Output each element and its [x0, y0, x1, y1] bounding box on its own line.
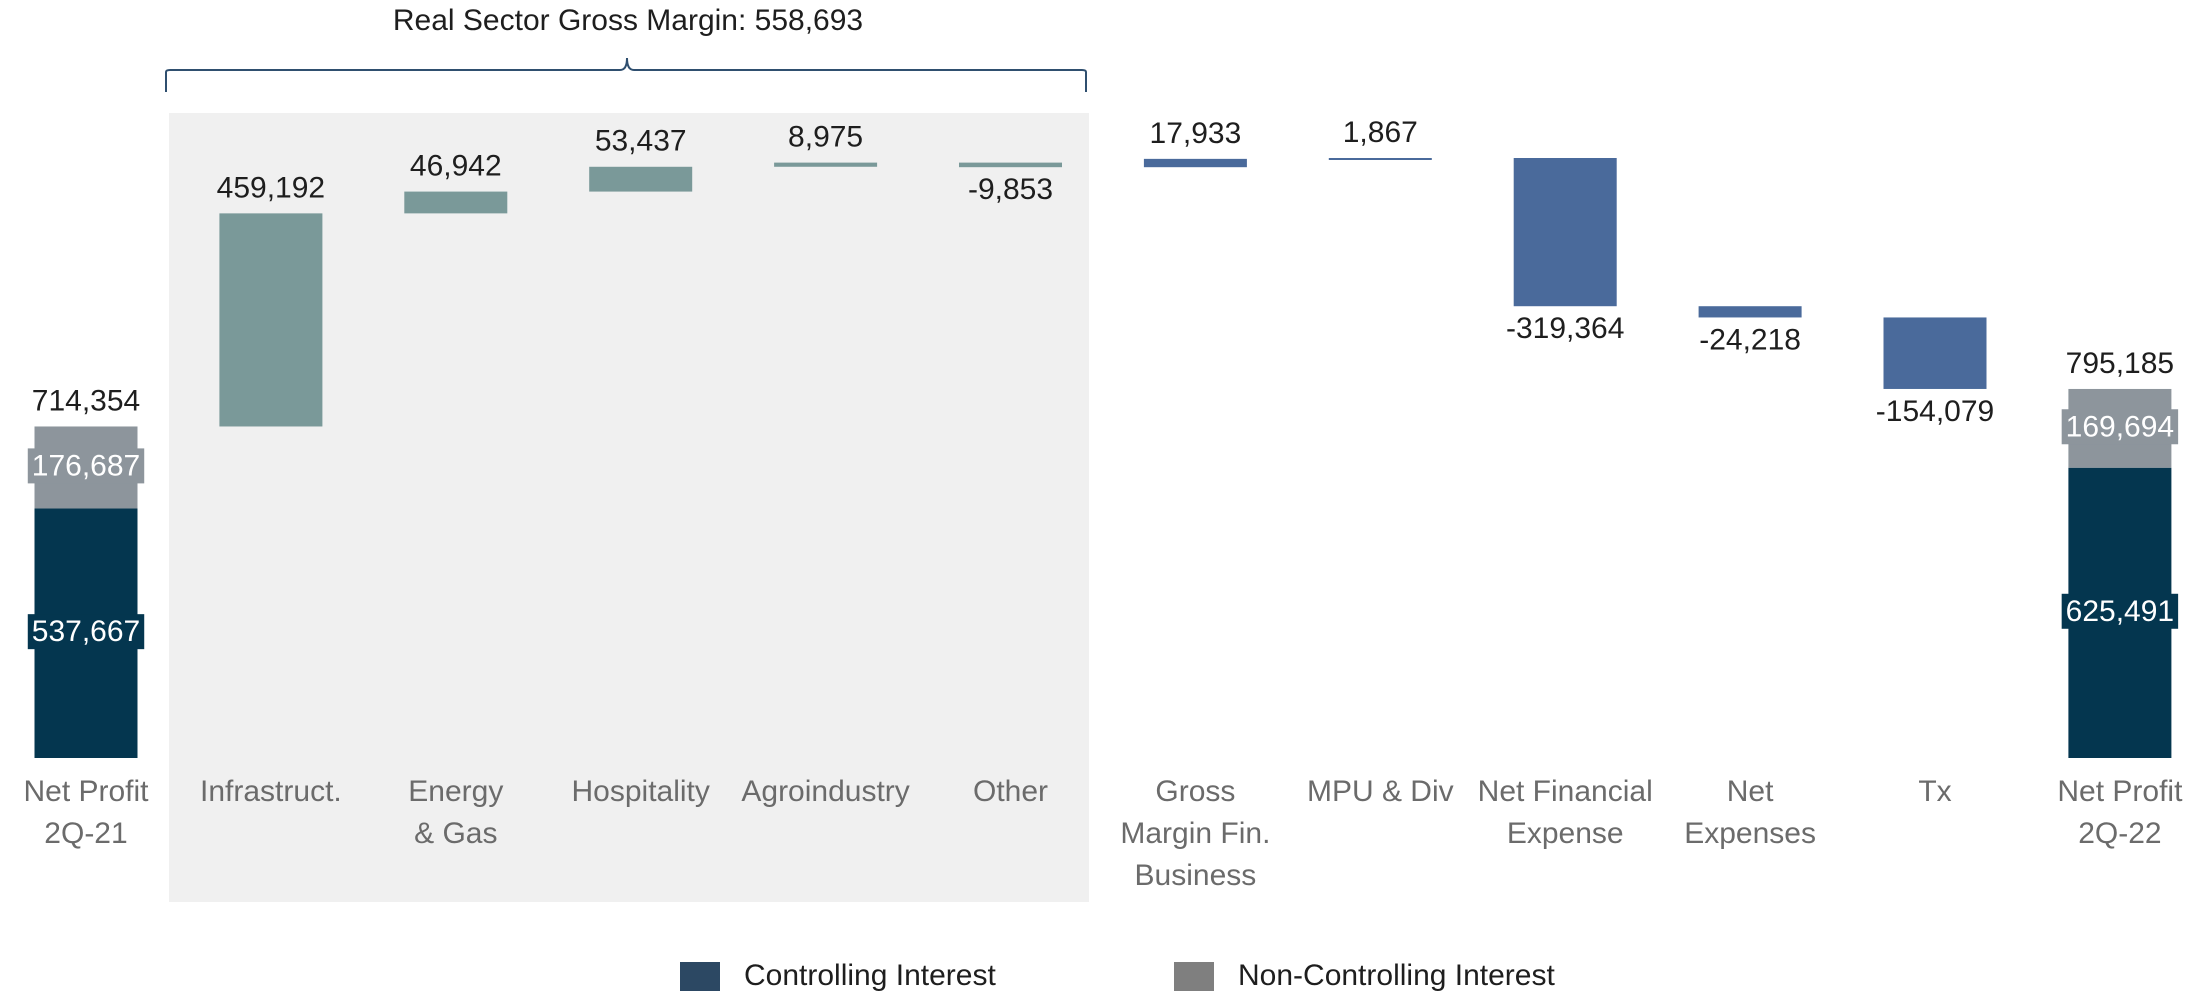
x-tick-label: Other: [973, 775, 1048, 808]
value-label: 1,867: [1343, 116, 1418, 149]
value-label: -24,218: [1699, 323, 1801, 356]
bar: [1328, 158, 1432, 160]
x-tick-label: 2Q-21: [44, 817, 127, 850]
bar: [774, 162, 878, 167]
bar: [959, 162, 1062, 168]
x-tick-label: Net Financial: [1478, 775, 1653, 808]
segment-label: 537,667: [32, 615, 140, 648]
segment-label: 625,491: [2066, 595, 2174, 628]
label-background: [2061, 409, 2179, 445]
bar: [1513, 158, 1617, 307]
group-brace: [165, 57, 1087, 92]
value-label: 46,942: [410, 150, 502, 183]
label-background: [27, 614, 145, 650]
legend-label: Controlling Interest: [744, 959, 996, 991]
x-tick-label: MPU & Div: [1307, 775, 1454, 808]
value-label: 17,933: [1150, 117, 1242, 150]
label-background: [27, 448, 145, 484]
bar: [1143, 158, 1247, 168]
label-background: [2061, 593, 2179, 629]
value-label: 459,192: [217, 171, 325, 204]
x-tick-label: Margin Fin.: [1120, 817, 1270, 850]
x-tick-label: Tx: [1918, 775, 1951, 808]
segment-label: 176,687: [32, 449, 140, 482]
value-label: -9,853: [968, 173, 1053, 206]
bar: [404, 191, 508, 214]
bar: [1698, 306, 1802, 318]
x-tick-label: 2Q-22: [2078, 817, 2161, 850]
x-tick-label: Hospitality: [572, 775, 710, 808]
x-tick-label: Net Profit: [2057, 775, 2183, 808]
value-label: 8,975: [788, 121, 863, 154]
x-tick-label: Infrastruct.: [200, 775, 342, 808]
value-label: 53,437: [595, 125, 687, 158]
x-tick-label: Expenses: [1684, 817, 1816, 850]
segment-label: 169,694: [2066, 410, 2174, 443]
bar: [1883, 317, 1987, 389]
total-label: 795,185: [2066, 347, 2174, 380]
value-label: -154,079: [1876, 395, 1994, 428]
x-tick-label: Gross: [1155, 775, 1235, 808]
value-label: -319,364: [1506, 312, 1624, 345]
legend-label: Non-Controlling Interest: [1238, 959, 1555, 991]
x-tick-label: Expense: [1507, 817, 1624, 850]
x-tick-label: Business: [1135, 859, 1257, 892]
legend-swatch: [1174, 962, 1214, 991]
legend-swatch: [680, 962, 720, 991]
bar: [589, 166, 693, 192]
bar: [219, 213, 323, 427]
total-label: 714,354: [32, 384, 140, 417]
group-annotation: Real Sector Gross Margin: 558,693: [393, 4, 863, 37]
x-tick-label: Net Profit: [23, 775, 149, 808]
x-tick-label: Energy: [408, 775, 503, 808]
x-tick-label: Agroindustry: [741, 775, 909, 808]
x-tick-label: & Gas: [414, 817, 497, 850]
x-tick-label: Net: [1727, 775, 1774, 808]
